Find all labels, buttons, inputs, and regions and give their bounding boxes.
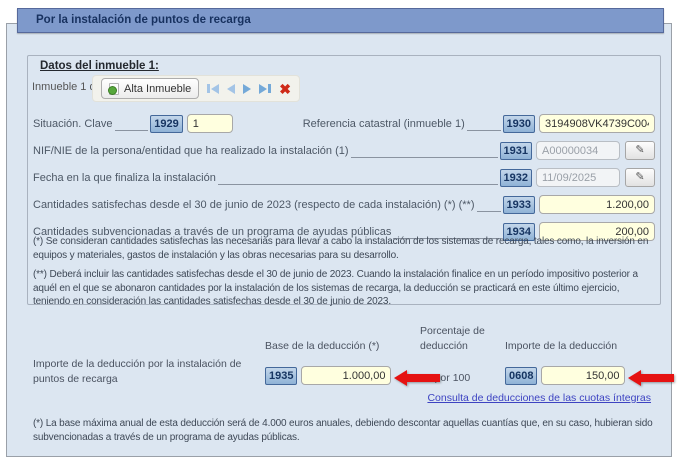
importe-deduccion-input[interactable] — [541, 366, 626, 385]
dotted-leader — [114, 130, 149, 131]
fecha-label: Fecha en la que finaliza la instalación — [33, 171, 216, 184]
nif-label: NIF/NIE de la persona/entidad que ha rea… — [33, 144, 349, 157]
footnote-double-asterisk: (**) Deberá incluir las cantidades satis… — [33, 269, 638, 307]
row-nif: NIF/NIE de la persona/entidad que ha rea… — [33, 140, 655, 161]
annotation-arrow-importe — [628, 370, 675, 386]
footnote-asterisk: (*) Se consideran cantidades satisfechas… — [33, 236, 649, 261]
col-header-importe: Importe de la deducción — [505, 340, 618, 352]
alta-inmueble-label: Alta Inmueble — [124, 82, 192, 95]
satisfechas-label: Cantidades satisfechas desde el 30 de ju… — [33, 198, 475, 211]
dotted-leader — [466, 130, 501, 131]
box-number-1929: 1929 — [150, 114, 183, 133]
page-title: Por la instalación de puntos de recarga — [36, 14, 251, 26]
box-number-1930: 1930 — [502, 114, 535, 133]
row-fecha: Fecha en la que finaliza la instalación … — [33, 167, 655, 188]
situacion-input[interactable] — [186, 114, 233, 133]
subvencionadas-label: Cantidades subvencionadas a través de un… — [33, 225, 392, 238]
box-number-1935: 1935 — [265, 366, 298, 385]
consulta-deducciones-link[interactable]: Consulta de deducciones de las cuotas ín… — [427, 392, 651, 404]
dotted-leader — [393, 238, 501, 239]
last-record-icon[interactable] — [259, 83, 272, 94]
box-number-1933: 1933 — [502, 195, 535, 214]
box-number-1932: 1932 — [499, 168, 532, 187]
cantidades-subvencionadas-input[interactable] — [539, 222, 655, 241]
cantidades-satisfechas-input[interactable] — [539, 195, 655, 214]
annotation-arrow-base — [394, 370, 441, 386]
inmueble-pager-text: Inmueble 1 de 1 — [32, 81, 111, 93]
section-tab-header: Por la instalación de puntos de recarga — [17, 8, 664, 33]
col-header-porcentaje-line2: deducción — [420, 340, 468, 352]
inmueble-toolbar: Alta Inmueble ✖ — [92, 75, 300, 102]
pencil-icon: ✎ — [635, 171, 645, 183]
box-number-1931: 1931 — [499, 141, 532, 160]
base-deduccion-field: 1935 — [265, 366, 392, 385]
pencil-icon: ✎ — [635, 144, 645, 156]
dotted-leader — [350, 157, 498, 158]
box-number-0608: 0608 — [505, 366, 538, 385]
row-cantidades-subvencionadas: Cantidades subvencionadas a través de un… — [33, 221, 655, 242]
first-record-icon[interactable] — [207, 83, 220, 94]
previous-record-icon[interactable] — [227, 83, 236, 94]
deduccion-row-label: Importe de la deducción por la instalaci… — [33, 358, 242, 385]
dotted-leader — [476, 211, 501, 212]
situacion-label: Situación. Clave — [33, 117, 113, 130]
col-header-base: Base de la deducción (*) — [265, 340, 380, 352]
nif-edit-button[interactable]: ✎ — [625, 141, 655, 160]
referencia-label: Referencia catastral (inmueble 1) — [302, 117, 465, 130]
referencia-catastral-input[interactable] — [539, 114, 655, 133]
footnote-base-maxima: (*) La base máxima anual de esta deducci… — [33, 418, 653, 443]
col-header-porcentaje-line1: Porcentaje de — [420, 325, 485, 337]
row-situacion-referencia: Situación. Clave 1929 Referencia catastr… — [33, 113, 655, 134]
inmueble-data-panel — [27, 55, 661, 305]
new-record-icon — [108, 82, 119, 95]
next-record-icon[interactable] — [243, 83, 252, 94]
nif-input[interactable] — [536, 141, 620, 160]
row-cantidades-satisfechas: Cantidades satisfechas desde el 30 de ju… — [33, 194, 655, 215]
base-deduccion-input[interactable] — [301, 366, 392, 385]
importe-deduccion-field: 0608 — [505, 366, 626, 385]
alta-inmueble-button[interactable]: Alta Inmueble — [101, 78, 200, 99]
inmueble-section-title: Datos del inmueble 1: — [40, 60, 159, 72]
fecha-input[interactable] — [536, 168, 620, 187]
dotted-leader — [217, 184, 498, 185]
delete-record-icon[interactable]: ✖ — [279, 80, 291, 97]
fecha-edit-button[interactable]: ✎ — [625, 168, 655, 187]
box-number-1934: 1934 — [502, 222, 535, 241]
